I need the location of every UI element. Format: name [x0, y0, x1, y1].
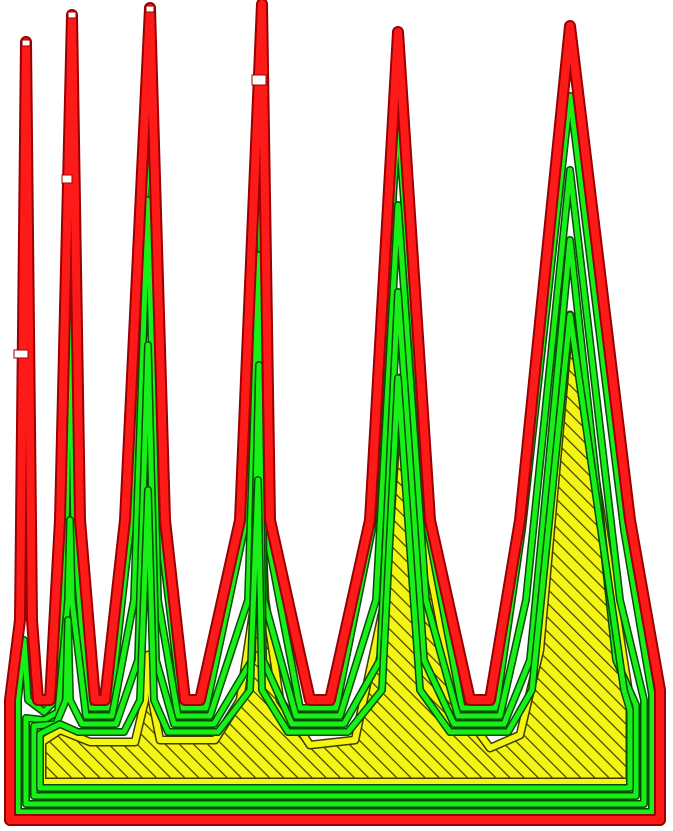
seam-marker — [21, 39, 31, 47]
outer-wall — [4, 0, 666, 826]
infill-fill — [42, 315, 630, 782]
seam-marker — [251, 74, 267, 86]
inner-wall — [23, 167, 647, 807]
seam-marker — [145, 5, 155, 13]
seam-markers — [13, 5, 267, 359]
seam-marker — [61, 174, 73, 184]
seam-marker — [13, 349, 29, 359]
inner-wall — [37, 312, 633, 791]
outer-wall-core — [6, 0, 664, 824]
seam-marker — [67, 11, 77, 19]
inner-wall — [31, 237, 639, 799]
